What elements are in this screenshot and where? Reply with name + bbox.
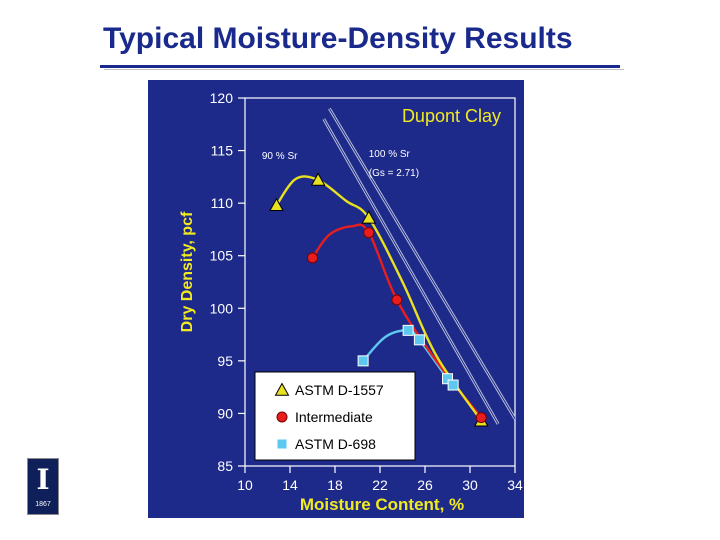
legend-label: Intermediate: [295, 409, 373, 425]
y-tick-label: 110: [211, 195, 234, 211]
y-tick-label: 90: [217, 405, 233, 421]
data-point: [391, 294, 403, 306]
data-point: [475, 412, 487, 424]
x-axis-label: Moisture Content, %: [300, 495, 464, 514]
data-point: [447, 379, 459, 391]
chart-title: Dupont Clay: [402, 106, 501, 126]
x-tick-label: 34: [507, 477, 523, 493]
data-point: [363, 227, 375, 239]
y-tick-label: 100: [210, 300, 234, 316]
chart-panel: Dupont Clay Dry Density, pcf Moisture Co…: [148, 80, 524, 518]
data-point: [269, 197, 284, 211]
legend-marker: [276, 411, 288, 423]
y-axis-label: Dry Density, pcf: [179, 211, 196, 332]
x-tick-label: 26: [417, 477, 433, 493]
saturation-line-inner: [328, 108, 516, 419]
x-tick-label: 14: [282, 477, 298, 493]
logo-letter: I: [36, 463, 50, 496]
y-tick-label: 120: [210, 90, 234, 106]
y-tick-label: 95: [217, 353, 233, 369]
slide-title: Typical Moisture-Density Results: [103, 22, 573, 55]
y-tick-label: 85: [217, 458, 233, 474]
university-logo: I 1867: [27, 458, 59, 515]
annotation-text: 90 % Sr: [262, 151, 298, 162]
saturation-line-inner: [323, 118, 499, 425]
legend-label: ASTM D-698: [295, 436, 376, 452]
data-point: [357, 355, 369, 367]
title-underline-shadow: [104, 69, 624, 70]
data-point: [310, 172, 326, 186]
legend-marker: [274, 382, 290, 396]
data-point: [307, 252, 318, 264]
series-curve: [275, 175, 483, 422]
data-point: [413, 334, 425, 346]
chart-svg: Dupont Clay Dry Density, pcf Moisture Co…: [179, 90, 523, 514]
annotation-text: (Gs = 2.71): [369, 168, 419, 179]
data-point: [442, 373, 453, 385]
y-tick-label: 115: [211, 143, 234, 159]
legend-marker: [276, 438, 288, 450]
x-tick-label: 30: [462, 477, 478, 493]
data-point: [361, 210, 377, 224]
annotation-text: 100 % Sr: [369, 149, 411, 160]
data-point: [402, 324, 414, 336]
x-tick-label: 18: [327, 477, 343, 493]
title-underline: [100, 65, 620, 68]
x-tick-label: 22: [372, 477, 388, 493]
x-tick-label: 10: [237, 477, 253, 493]
logo-year: 1867: [35, 501, 51, 508]
y-tick-label: 105: [210, 248, 234, 264]
legend-label: ASTM D-1557: [295, 382, 384, 398]
